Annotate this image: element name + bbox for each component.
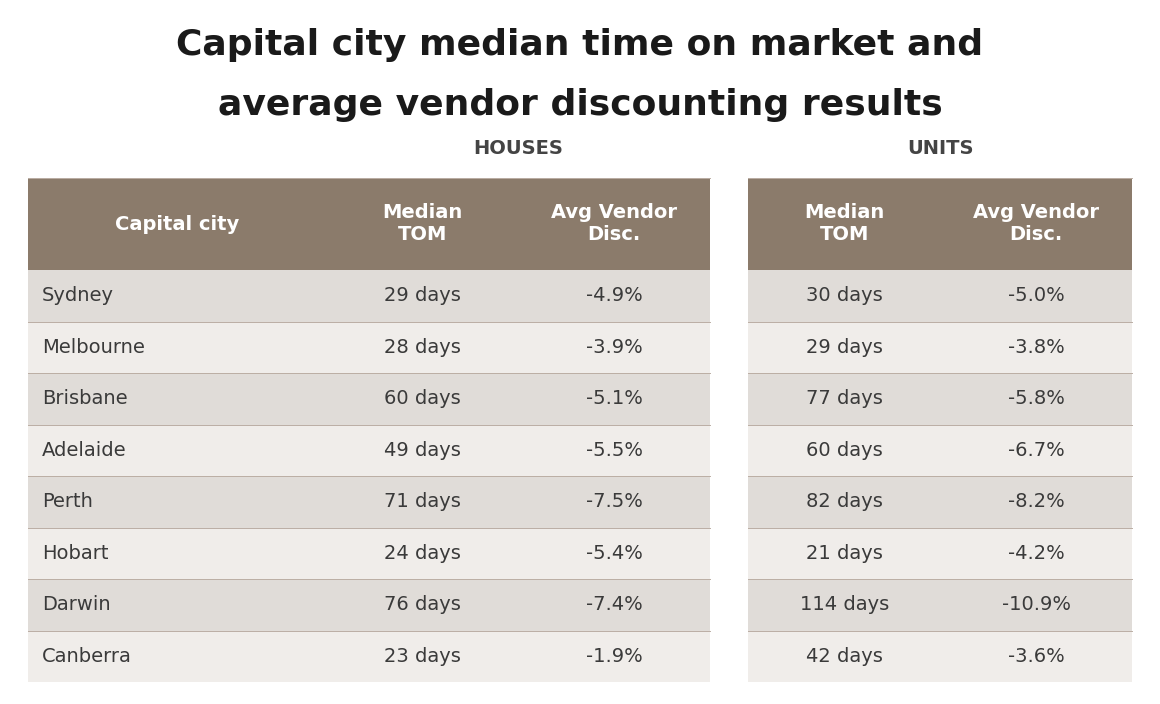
- Text: 77 days: 77 days: [806, 389, 883, 408]
- Text: 29 days: 29 days: [806, 338, 883, 357]
- Bar: [940, 527, 1132, 579]
- Text: Adelaide: Adelaide: [42, 441, 126, 460]
- Text: Median
TOM: Median TOM: [804, 203, 884, 244]
- Text: Melbourne: Melbourne: [42, 338, 145, 357]
- Bar: [748, 631, 940, 682]
- Bar: [28, 178, 326, 270]
- Bar: [748, 527, 940, 579]
- Text: -3.8%: -3.8%: [1008, 338, 1065, 357]
- Bar: [519, 631, 710, 682]
- Bar: [940, 631, 1132, 682]
- Text: 29 days: 29 days: [384, 287, 461, 306]
- Text: Avg Vendor
Disc.: Avg Vendor Disc.: [551, 203, 677, 244]
- Bar: [326, 631, 519, 682]
- Text: Brisbane: Brisbane: [42, 389, 128, 408]
- Bar: [326, 579, 519, 631]
- Text: 21 days: 21 days: [806, 543, 883, 562]
- Bar: [326, 373, 519, 425]
- Bar: [940, 476, 1132, 527]
- Bar: [28, 373, 326, 425]
- Text: 71 days: 71 days: [384, 492, 461, 511]
- Text: -8.2%: -8.2%: [1008, 492, 1065, 511]
- Text: -4.9%: -4.9%: [586, 287, 643, 306]
- Bar: [748, 178, 940, 270]
- Text: 60 days: 60 days: [384, 389, 461, 408]
- Text: -6.7%: -6.7%: [1008, 441, 1065, 460]
- Bar: [940, 425, 1132, 476]
- Text: 82 days: 82 days: [806, 492, 883, 511]
- Text: Capital city median time on market and: Capital city median time on market and: [176, 28, 984, 62]
- Bar: [748, 476, 940, 527]
- Bar: [519, 527, 710, 579]
- Bar: [326, 270, 519, 322]
- Text: 30 days: 30 days: [806, 287, 883, 306]
- Text: -5.1%: -5.1%: [586, 389, 643, 408]
- Text: Perth: Perth: [42, 492, 93, 511]
- Bar: [519, 322, 710, 373]
- Text: average vendor discounting results: average vendor discounting results: [218, 88, 942, 122]
- Text: Hobart: Hobart: [42, 543, 109, 562]
- Text: Canberra: Canberra: [42, 647, 132, 666]
- Bar: [519, 270, 710, 322]
- Text: 76 days: 76 days: [384, 596, 461, 615]
- Text: 49 days: 49 days: [384, 441, 461, 460]
- Bar: [28, 527, 326, 579]
- Bar: [940, 270, 1132, 322]
- Bar: [748, 425, 940, 476]
- Bar: [748, 373, 940, 425]
- Bar: [519, 373, 710, 425]
- Text: -3.9%: -3.9%: [586, 338, 643, 357]
- Bar: [519, 178, 710, 270]
- Text: 23 days: 23 days: [384, 647, 461, 666]
- Text: -3.6%: -3.6%: [1008, 647, 1065, 666]
- Bar: [28, 322, 326, 373]
- Bar: [326, 476, 519, 527]
- Bar: [326, 527, 519, 579]
- Text: -4.2%: -4.2%: [1008, 543, 1065, 562]
- Text: 60 days: 60 days: [806, 441, 883, 460]
- Bar: [519, 425, 710, 476]
- Text: Median
TOM: Median TOM: [383, 203, 463, 244]
- Text: -7.5%: -7.5%: [586, 492, 643, 511]
- Text: -10.9%: -10.9%: [1001, 596, 1071, 615]
- Text: UNITS: UNITS: [907, 139, 973, 158]
- Bar: [28, 476, 326, 527]
- Bar: [940, 178, 1132, 270]
- Text: -1.9%: -1.9%: [586, 647, 643, 666]
- Bar: [748, 322, 940, 373]
- Text: -5.8%: -5.8%: [1008, 389, 1065, 408]
- Text: -5.0%: -5.0%: [1008, 287, 1065, 306]
- Bar: [748, 579, 940, 631]
- Text: Capital city: Capital city: [115, 215, 239, 234]
- Bar: [940, 322, 1132, 373]
- Bar: [28, 270, 326, 322]
- Bar: [28, 579, 326, 631]
- Text: 24 days: 24 days: [384, 543, 461, 562]
- Text: Darwin: Darwin: [42, 596, 110, 615]
- Text: HOUSES: HOUSES: [473, 139, 564, 158]
- Bar: [940, 579, 1132, 631]
- Bar: [326, 425, 519, 476]
- Text: Avg Vendor
Disc.: Avg Vendor Disc.: [973, 203, 1099, 244]
- Text: -5.5%: -5.5%: [586, 441, 643, 460]
- Bar: [326, 178, 519, 270]
- Text: 28 days: 28 days: [384, 338, 461, 357]
- Bar: [326, 322, 519, 373]
- Bar: [28, 425, 326, 476]
- Bar: [519, 579, 710, 631]
- Bar: [940, 373, 1132, 425]
- Bar: [28, 631, 326, 682]
- Text: 42 days: 42 days: [806, 647, 883, 666]
- Text: 114 days: 114 days: [799, 596, 889, 615]
- Bar: [519, 476, 710, 527]
- Text: -7.4%: -7.4%: [586, 596, 643, 615]
- Text: -5.4%: -5.4%: [586, 543, 643, 562]
- Text: Sydney: Sydney: [42, 287, 114, 306]
- Bar: [748, 270, 940, 322]
